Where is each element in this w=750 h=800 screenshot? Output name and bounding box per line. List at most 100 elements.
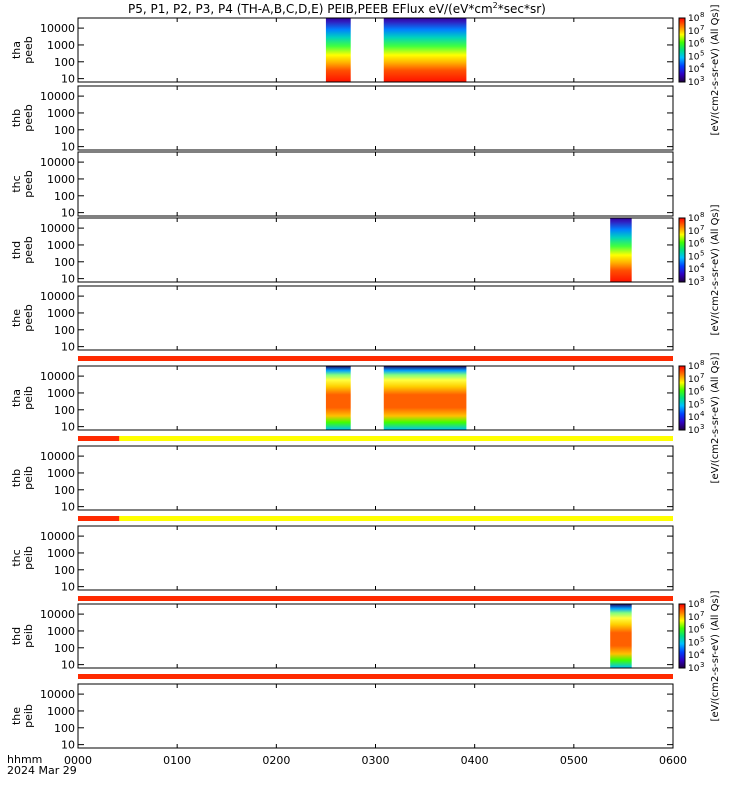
colorbar-tick-label: 10 (688, 14, 700, 24)
panel-frame-thd_peib (77, 603, 674, 669)
panel-frame-tha_peib (77, 365, 674, 431)
colorbar-tick-exponent: 7 (700, 224, 704, 232)
y-tick-label: 10000 (40, 156, 75, 169)
panel-frame-thc_peeb (77, 151, 674, 217)
y-tick-label: 1000 (47, 173, 75, 186)
colorbar-tick-exponent: 8 (700, 597, 704, 605)
colorbar-label: [eV/(cm2-s-sr-eV) (All Qs)] (710, 590, 721, 721)
y-tick-label: 100 (54, 124, 75, 137)
panel-tha_peeb: 10 100 1000 10000 tha peeb (10, 17, 674, 86)
panel-frame-the_peeb (77, 285, 674, 351)
colorbar-tick-exponent: 3 (700, 423, 704, 431)
y-tick-label: 10000 (40, 90, 75, 103)
colorbar-tick-label: 10 (688, 65, 700, 75)
y-tick-label: 1000 (47, 467, 75, 480)
panel-label-probe: tha (10, 389, 23, 407)
panel-label-probe: thb (10, 469, 23, 487)
y-tick-label: 1000 (47, 547, 75, 560)
spectrogram-span-tha_peeb-2 (383, 18, 467, 82)
spectrogram-span-tha_peib-2 (383, 366, 467, 430)
y-tick-label: 100 (54, 404, 75, 417)
panel-label-probe: tha (10, 41, 23, 59)
panel-label-probe: the (10, 707, 23, 725)
y-tick-label: 10 (61, 341, 75, 354)
panel-label-instrument: peeb (22, 170, 35, 198)
x-tick-label: 0000 (64, 754, 92, 767)
y-tick-label: 100 (54, 642, 75, 655)
colorbar-tick-exponent: 4 (700, 410, 705, 418)
y-tick-label: 100 (54, 256, 75, 269)
panel-frame-tha_peeb (77, 17, 674, 83)
y-tick-label: 10 (61, 581, 75, 594)
panel-label-probe: the (10, 309, 23, 327)
colorbar-tick-label: 10 (688, 651, 700, 661)
colorbar-tick-exponent: 8 (700, 359, 704, 367)
y-tick-label: 1000 (47, 107, 75, 120)
quality-bar-thd_peib-1 (78, 674, 673, 679)
colorbar-tick-label: 10 (688, 600, 700, 610)
y-tick-label: 10000 (40, 688, 75, 701)
colorbar-tick-exponent: 3 (700, 661, 704, 669)
panel-label-instrument: peib (22, 466, 35, 490)
colorbar-tick-label: 10 (688, 362, 700, 372)
colorbar-tick-label: 10 (688, 240, 700, 250)
colorbar-tick-exponent: 7 (700, 372, 704, 380)
y-tick-label: 10000 (40, 290, 75, 303)
x-tick-label: 0300 (362, 754, 390, 767)
y-tick-label: 1000 (47, 387, 75, 400)
y-tick-label: 10 (61, 207, 75, 220)
colorbar-tick-label: 10 (688, 265, 700, 275)
y-tick-label: 10 (61, 501, 75, 514)
quality-bar-tha_peib-2 (119, 436, 673, 441)
y-tick-label: 100 (54, 324, 75, 337)
panel-thd_peib: 10 100 1000 10000 thd peib (10, 603, 674, 672)
panel-thb_peib: 10 100 1000 10000 thb peib (10, 445, 674, 514)
title-instruments: PEIB,PEEB (327, 2, 389, 16)
panel-frame-thb_peeb (77, 85, 674, 151)
panel-thc_peib: 10 100 1000 10000 thc peib (10, 525, 674, 594)
x-tick-label: 0200 (262, 754, 290, 767)
colorbar-tick-exponent: 6 (700, 37, 705, 45)
y-tick-label: 1000 (47, 307, 75, 320)
colorbar-tick-label: 10 (688, 278, 700, 288)
panel-thc_peeb: 10 100 1000 10000 thc peeb (10, 151, 674, 220)
colorbar-tick-exponent: 5 (700, 635, 704, 643)
panel-frame-thd_peeb (77, 217, 674, 283)
panel-the_peib: 10 100 1000 10000 the peib (10, 683, 674, 752)
y-tick-label: 10 (61, 659, 75, 672)
quality-bar-thb_peib-2 (119, 516, 673, 521)
colorbar-tick-exponent: 8 (700, 211, 704, 219)
y-tick-label: 10000 (40, 450, 75, 463)
x-tick-label: 0100 (163, 754, 191, 767)
colorbar-tick-label: 10 (688, 214, 700, 224)
colorbar-tick-label: 10 (688, 52, 700, 62)
spectrogram-span-thd_peib-1 (610, 604, 632, 668)
panel-label-probe: thc (10, 549, 23, 566)
x-tick-label: 0600 (659, 754, 687, 767)
y-tick-label: 10000 (40, 530, 75, 543)
colorbar-strip (678, 365, 686, 431)
spectrogram-span-tha_peib-1 (325, 366, 351, 430)
x-tick-label: 0500 (560, 754, 588, 767)
panel-label-instrument: peib (22, 386, 35, 410)
colorbar-tick-label: 10 (688, 388, 700, 398)
title-missions: (TH-A,B,C,D,E) (236, 2, 324, 16)
colorbar-tick-exponent: 5 (700, 397, 704, 405)
y-tick-label: 10000 (40, 370, 75, 383)
colorbar-tick-exponent: 5 (700, 49, 704, 57)
colorbar-strip (678, 603, 686, 669)
y-tick-label: 10 (61, 739, 75, 752)
colorbar-tick-label: 10 (688, 626, 700, 636)
spectrogram-span-thd_peeb-1 (610, 218, 632, 282)
y-tick-label: 10 (61, 73, 75, 86)
colorbar-label: [eV/(cm2-s-sr-eV) (All Qs)] (710, 352, 721, 483)
colorbar-tick-exponent: 3 (700, 275, 704, 283)
spectrogram-span-tha_peeb-1 (325, 18, 351, 82)
colorbar-label: [eV/(cm2-s-sr-eV) (All Qs)] (710, 204, 721, 335)
y-tick-label: 10000 (40, 22, 75, 35)
